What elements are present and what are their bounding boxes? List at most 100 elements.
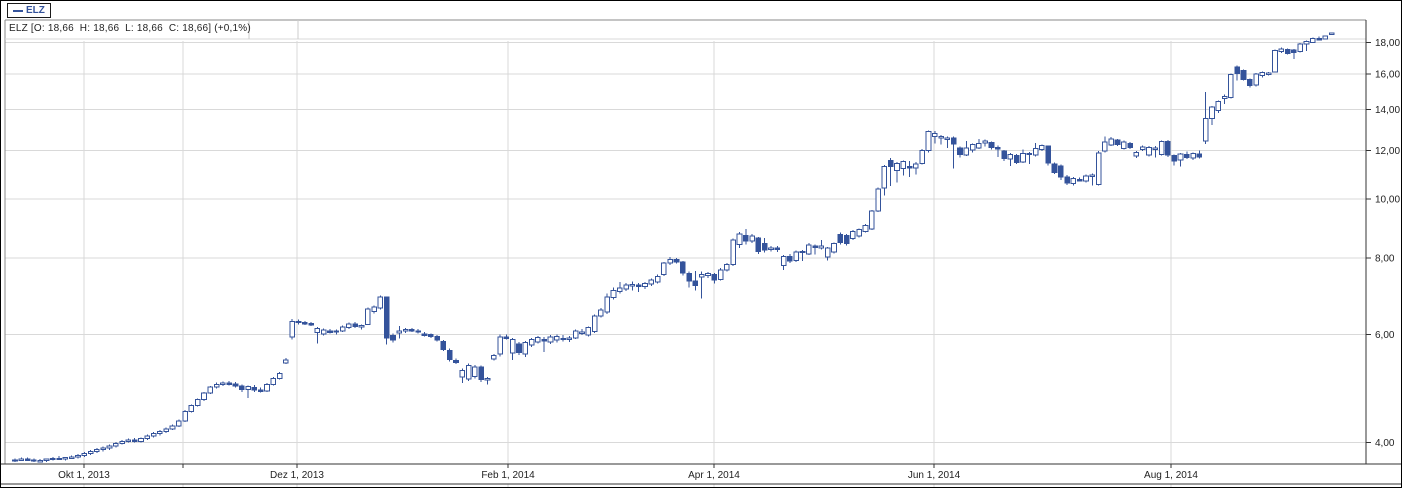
candle[interactable] (383, 296, 390, 339)
candle[interactable] (711, 273, 718, 281)
candle[interactable] (1196, 153, 1203, 158)
candle[interactable] (75, 455, 81, 458)
candle[interactable] (969, 143, 976, 151)
candle[interactable] (491, 354, 497, 360)
candle[interactable] (806, 244, 812, 255)
candle[interactable] (906, 165, 913, 169)
candle[interactable] (264, 383, 270, 392)
candle[interactable] (245, 385, 251, 391)
candle[interactable] (944, 137, 951, 140)
candle[interactable] (604, 296, 611, 313)
candle[interactable] (270, 377, 277, 385)
candle[interactable] (94, 448, 100, 452)
candle[interactable] (365, 308, 371, 325)
candle[interactable] (919, 150, 926, 164)
candle[interactable] (1303, 40, 1310, 45)
candle[interactable] (169, 425, 176, 430)
candle[interactable] (18, 458, 25, 461)
candle[interactable] (1146, 146, 1152, 156)
candle[interactable] (1310, 37, 1316, 43)
candle[interactable] (1152, 147, 1159, 150)
candle[interactable] (1133, 151, 1140, 157)
candle[interactable] (144, 435, 151, 440)
candle[interactable] (799, 250, 806, 254)
candle[interactable] (1253, 73, 1259, 86)
candle[interactable] (1127, 143, 1133, 148)
candle[interactable] (377, 296, 384, 309)
candle[interactable] (163, 428, 169, 433)
candle[interactable] (226, 382, 232, 386)
candle[interactable] (440, 340, 447, 350)
candle[interactable] (415, 330, 421, 333)
candle[interactable] (465, 365, 472, 380)
candle[interactable] (119, 440, 125, 444)
candle[interactable] (1007, 154, 1014, 160)
candle[interactable] (131, 439, 138, 442)
candle[interactable] (780, 256, 787, 266)
candle[interactable] (793, 251, 800, 262)
candle[interactable] (869, 210, 875, 230)
candle[interactable] (396, 330, 403, 334)
candle[interactable] (629, 283, 636, 287)
candle[interactable] (503, 336, 510, 339)
candle[interactable] (302, 322, 308, 325)
candle[interactable] (787, 256, 793, 262)
candle[interactable] (232, 383, 239, 387)
candle[interactable] (963, 147, 970, 156)
candle[interactable] (1322, 35, 1329, 40)
candle[interactable] (1026, 152, 1033, 156)
candle[interactable] (434, 336, 440, 341)
candle[interactable] (761, 242, 768, 251)
candle[interactable] (724, 264, 730, 271)
candle[interactable] (453, 359, 459, 363)
candle[interactable] (62, 457, 69, 460)
candle[interactable] (251, 387, 258, 391)
candle[interactable] (1247, 79, 1253, 87)
candle[interactable] (560, 337, 566, 341)
candle[interactable] (1234, 66, 1241, 74)
candle[interactable] (428, 334, 434, 338)
candle[interactable] (768, 247, 774, 250)
candle[interactable] (1158, 140, 1165, 156)
candle[interactable] (194, 399, 201, 406)
candle[interactable] (913, 163, 919, 169)
candle[interactable] (1265, 72, 1272, 75)
candle[interactable] (371, 306, 377, 312)
candle[interactable] (843, 235, 850, 245)
candle[interactable] (188, 404, 195, 412)
candle[interactable] (831, 243, 837, 253)
candle[interactable] (100, 447, 107, 450)
candle[interactable] (862, 224, 869, 232)
candle[interactable] (1272, 49, 1278, 73)
candle[interactable] (579, 331, 585, 334)
candle[interactable] (1001, 150, 1007, 160)
candle[interactable] (686, 273, 692, 282)
candle[interactable] (541, 339, 548, 342)
candle[interactable] (314, 328, 321, 334)
candle[interactable] (1013, 155, 1020, 163)
candle[interactable] (37, 459, 44, 463)
candle[interactable] (522, 341, 529, 355)
candle[interactable] (1284, 49, 1291, 55)
candle[interactable] (339, 326, 346, 332)
candle[interactable] (995, 146, 1001, 150)
candle[interactable] (818, 245, 825, 249)
candle[interactable] (333, 330, 340, 333)
candle[interactable] (106, 445, 113, 449)
candle[interactable] (1171, 155, 1178, 162)
candle[interactable] (1032, 147, 1039, 156)
candle[interactable] (276, 372, 283, 379)
candle[interactable] (320, 329, 327, 335)
candle[interactable] (207, 386, 214, 394)
candle[interactable] (950, 137, 957, 145)
candle[interactable] (837, 233, 844, 243)
candle[interactable] (239, 385, 245, 391)
candle[interactable] (623, 284, 629, 290)
candle[interactable] (1209, 106, 1215, 119)
candle[interactable] (308, 322, 314, 326)
candle[interactable] (705, 273, 711, 276)
candle[interactable] (925, 131, 932, 152)
candle[interactable] (1316, 38, 1322, 41)
candle[interactable] (957, 147, 963, 156)
candle[interactable] (446, 349, 453, 360)
